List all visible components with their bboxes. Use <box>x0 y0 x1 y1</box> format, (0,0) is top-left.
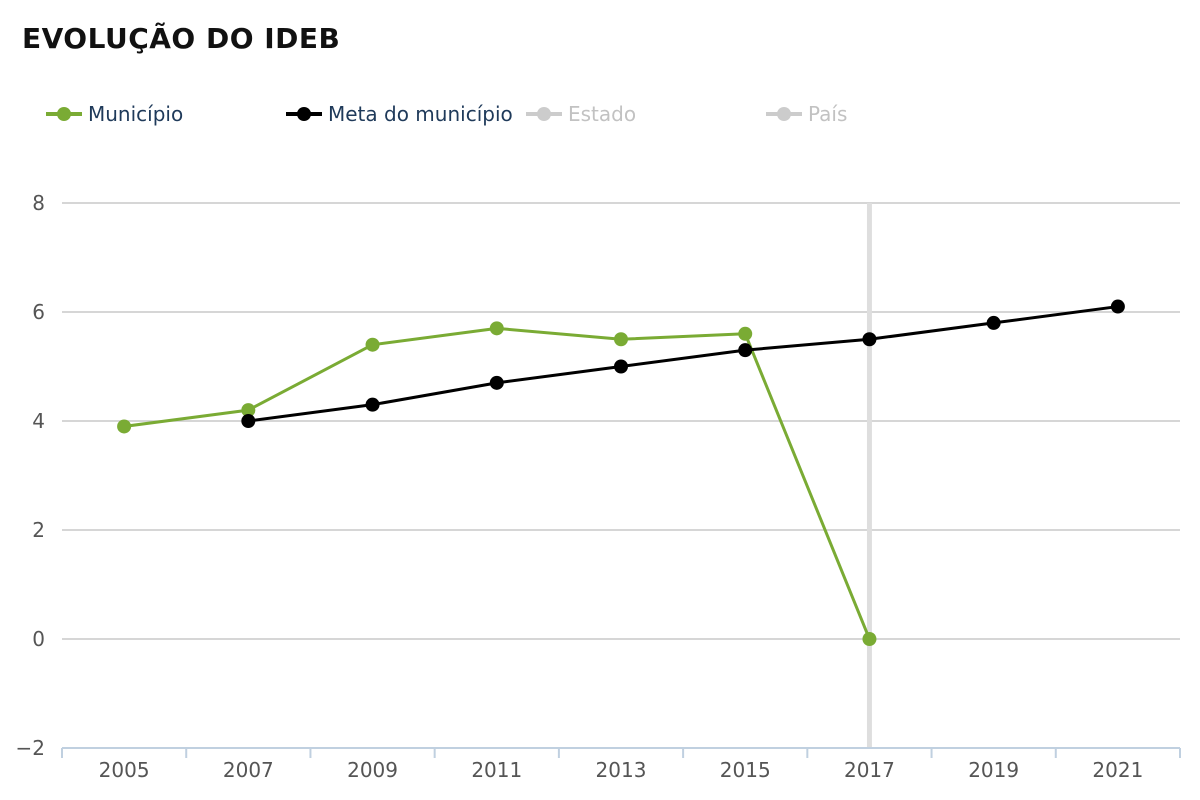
data-point-municipio-2013 <box>614 332 628 347</box>
legend-label-municipio: Município <box>88 102 184 126</box>
x-tick-label-2013: 2013 <box>596 758 647 782</box>
y-tick-label-3: 4 <box>32 409 45 433</box>
y-tick-label-1: 0 <box>32 627 45 651</box>
data-point-meta-do-municipio-2009 <box>365 397 380 412</box>
data-point-municipio-2015 <box>738 326 753 341</box>
x-tick-label-2015: 2015 <box>720 758 771 782</box>
data-point-municipio-2007 <box>241 403 256 418</box>
legend-item-estado[interactable]: Estado <box>526 96 636 132</box>
data-point-municipio-2005 <box>117 419 132 434</box>
legend-marker-meta-do-municipio <box>286 107 322 121</box>
data-point-meta-do-municipio-2015 <box>738 343 753 358</box>
x-tick-label-2011: 2011 <box>471 758 522 782</box>
legend-marker-pais <box>766 107 802 121</box>
legend-item-municipio[interactable]: Município <box>46 96 183 132</box>
x-tick-label-2005: 2005 <box>99 758 150 782</box>
legend: Município Meta do município Estado País <box>0 96 1200 136</box>
legend-marker-municipio <box>46 107 82 121</box>
data-point-meta-do-municipio-2011 <box>489 375 504 390</box>
data-point-meta-do-municipio-2007 <box>241 414 256 428</box>
data-point-meta-do-municipio-2019 <box>986 315 1001 330</box>
x-tick-label-2007: 2007 <box>223 758 274 782</box>
y-tick-label-4: 6 <box>32 300 45 324</box>
chart-title: EVOLUÇÃO DO IDEB <box>22 22 341 55</box>
legend-item-pais[interactable]: País <box>766 96 847 132</box>
y-tick-label-5: 8 <box>32 191 45 215</box>
series-line-meta-do-municipio <box>248 305 1119 423</box>
legend-marker-estado <box>526 107 562 121</box>
series-line-municipio <box>123 326 871 640</box>
x-tick-label-2009: 2009 <box>347 758 398 782</box>
legend-label-estado: Estado <box>568 102 637 126</box>
legend-label-pais: País <box>808 102 848 126</box>
data-point-meta-do-municipio-2021 <box>1110 299 1125 314</box>
data-point-meta-do-municipio-2013 <box>614 359 628 374</box>
data-point-municipio-2009 <box>365 337 380 352</box>
x-tick-label-2021: 2021 <box>1092 758 1143 782</box>
legend-label-meta-do-municipio: Meta do município <box>328 102 513 126</box>
legend-item-meta-do-municipio[interactable]: Meta do município <box>286 96 513 132</box>
data-point-municipio-2011 <box>489 321 504 336</box>
data-point-municipio-2017 <box>862 632 877 646</box>
x-tick-label-2019: 2019 <box>968 758 1019 782</box>
y-tick-label-2: 2 <box>32 518 45 542</box>
x-tick-label-2017: 2017 <box>844 758 895 782</box>
y-tick-label-0: −2 <box>16 736 45 760</box>
data-point-meta-do-municipio-2017 <box>862 332 877 347</box>
